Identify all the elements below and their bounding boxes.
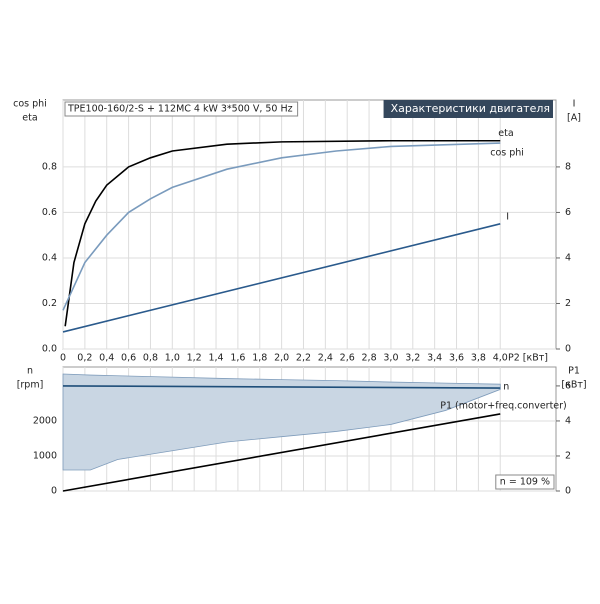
x-tick-label: 0,6: [121, 353, 136, 364]
x-tick-label: 1,8: [252, 353, 267, 364]
y2-tick-label: 6: [565, 207, 571, 218]
x-tick-label: 0,8: [143, 353, 158, 364]
plot-area: [62, 99, 557, 350]
x-tick-label: 2,0: [274, 353, 289, 364]
x-tick-label: 3,4: [427, 353, 442, 364]
y2-axis-label: [A]: [567, 113, 581, 124]
x-tick-label: 0,2: [77, 353, 92, 364]
x-tick-label: 1,6: [230, 353, 245, 364]
x-tick-label: 2,2: [296, 353, 311, 364]
chart-title: TPE100-160/2-S + 112MC 4 kW 3*500 V, 50 …: [67, 104, 293, 115]
title-box: [64, 101, 299, 117]
x-tick-label: 1,4: [208, 353, 223, 364]
y2-tick-label: 0: [565, 486, 571, 497]
y-axis-label: cos phi: [13, 99, 47, 110]
y-tick-label: 2000: [33, 415, 57, 426]
y-tick-label: 0.2: [42, 298, 57, 309]
y-axis-label: eta: [22, 113, 37, 124]
x-tick-label: 3,0: [383, 353, 398, 364]
x-tick-label: 0,4: [99, 353, 114, 364]
y-tick-label: 0.0: [42, 344, 57, 355]
series-label: eta: [498, 128, 513, 139]
x-tick-label: 1,0: [165, 353, 180, 364]
y-axis-label: n: [27, 366, 33, 377]
x-tick-label: 3,6: [449, 353, 464, 364]
series-line: [62, 142, 501, 311]
y2-axis-label: P1: [568, 366, 580, 377]
y2-tick-label: 2: [565, 298, 571, 309]
x-tick-label: 3,2: [405, 353, 420, 364]
annotation: n = 109 %: [500, 477, 550, 488]
series-line: [62, 413, 501, 492]
series-label: I: [506, 211, 509, 222]
series-label: n: [503, 382, 509, 393]
y2-tick-label: 4: [565, 252, 571, 263]
x-tick-label: 2,4: [318, 353, 333, 364]
y-axis-label: [rpm]: [17, 380, 44, 391]
y2-tick-label: 4: [565, 415, 571, 426]
range-band: [62, 373, 501, 471]
y2-tick-label: 0: [565, 344, 571, 355]
series-line: [62, 385, 501, 389]
x-axis-label: P2 [кВт]: [508, 353, 548, 364]
subtitle-box: [383, 100, 553, 118]
series-line: [62, 223, 501, 333]
series-line: [64, 139, 501, 327]
x-tick-label: 1,2: [187, 353, 202, 364]
y-tick-label: 0.8: [42, 161, 57, 172]
y2-tick-label: 2: [565, 450, 571, 461]
x-tick-label: 4,0: [493, 353, 508, 364]
y2-axis-label: [кВт]: [561, 380, 586, 391]
y-tick-label: 0.6: [42, 207, 57, 218]
y-tick-label: 0: [51, 486, 57, 497]
chart-subtitle: Характеристики двигателя: [391, 102, 550, 115]
y-tick-label: 0.4: [42, 252, 57, 263]
annotation-box: [495, 474, 555, 490]
x-tick-label: 3,8: [471, 353, 486, 364]
y2-tick-label: 8: [565, 161, 571, 172]
x-tick-label: 2,6: [340, 353, 355, 364]
y2-tick-label: 6: [565, 380, 571, 391]
series-label: cos phi: [490, 148, 524, 159]
x-tick-label: 2,8: [362, 353, 377, 364]
x-tick-label: 0: [60, 353, 66, 364]
series-label: P1 (motor+freq.converter): [440, 400, 567, 411]
y-tick-label: 1000: [33, 450, 57, 461]
y2-axis-label: I: [573, 99, 576, 110]
